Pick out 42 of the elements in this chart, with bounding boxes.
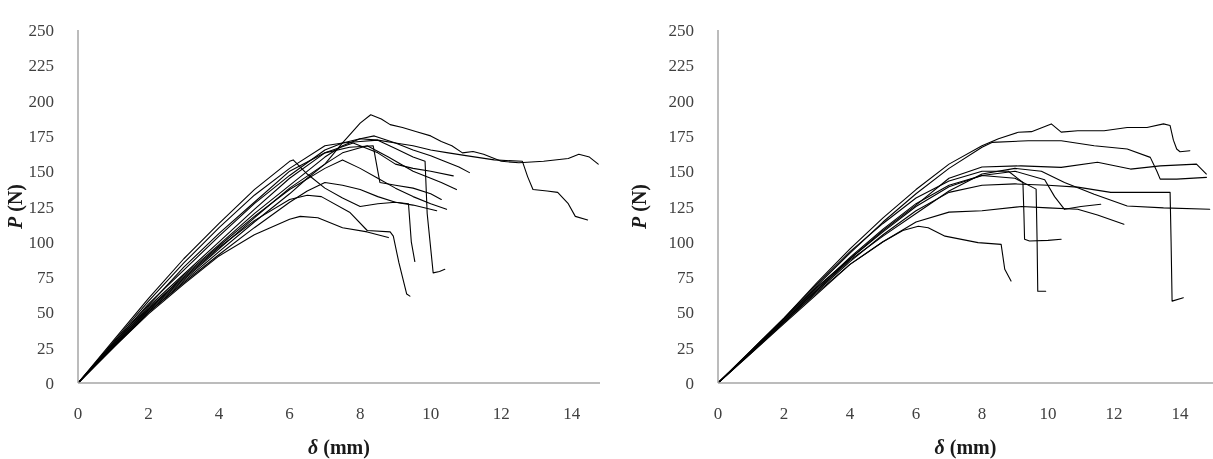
- y-axis-title: P (N): [4, 184, 27, 230]
- y-axis-title: P (N): [628, 184, 651, 230]
- y-tick-label: 50: [37, 303, 54, 323]
- y-tick-label: 50: [677, 303, 694, 323]
- x-tick-label: 4: [214, 404, 224, 424]
- y-tick-label: 225: [668, 56, 694, 76]
- x-tick-label: 10: [422, 404, 440, 424]
- x-tick-label: 0: [713, 404, 723, 424]
- y-tick-label: 125: [28, 197, 54, 217]
- x-tick-label: 6: [285, 404, 294, 424]
- x-tick-label: 2: [779, 404, 789, 424]
- x-tick-label: 8: [355, 404, 365, 424]
- y-tick-label: 175: [668, 126, 694, 146]
- y-tick-label: 250: [668, 21, 694, 41]
- y-tick-label: 150: [668, 162, 694, 182]
- y-tick-label: 100: [668, 232, 694, 252]
- x-axis-title: δ (mm): [934, 436, 997, 459]
- x-axis-title: δ (mm): [308, 436, 370, 459]
- y-tick-label: 75: [37, 268, 54, 288]
- y-tick-label: 250: [28, 21, 54, 41]
- x-tick-label: 12: [1105, 404, 1123, 424]
- y-tick-label: 125: [668, 197, 694, 217]
- y-tick-label: 150: [28, 162, 54, 182]
- x-tick-label: 0: [73, 404, 83, 424]
- x-tick-label: 14: [563, 404, 581, 424]
- y-tick-label: 25: [677, 338, 694, 358]
- y-tick-label: 0: [45, 374, 54, 394]
- y-tick-label: 0: [685, 374, 694, 394]
- y-tick-label: 225: [28, 56, 54, 76]
- x-tick-label: 12: [492, 404, 510, 424]
- x-tick-label: 14: [1171, 404, 1189, 424]
- x-tick-label: 10: [1039, 404, 1057, 424]
- x-tick-label: 2: [144, 404, 153, 424]
- x-tick-label: 4: [845, 404, 855, 424]
- y-tick-label: 100: [28, 232, 54, 252]
- y-tick-label: 200: [668, 91, 694, 111]
- y-tick-label: 200: [28, 91, 54, 111]
- y-tick-label: 25: [37, 338, 54, 358]
- x-tick-label: 8: [977, 404, 987, 424]
- y-tick-label: 175: [28, 126, 54, 146]
- x-tick-label: 6: [911, 404, 921, 424]
- y-tick-label: 75: [677, 268, 694, 288]
